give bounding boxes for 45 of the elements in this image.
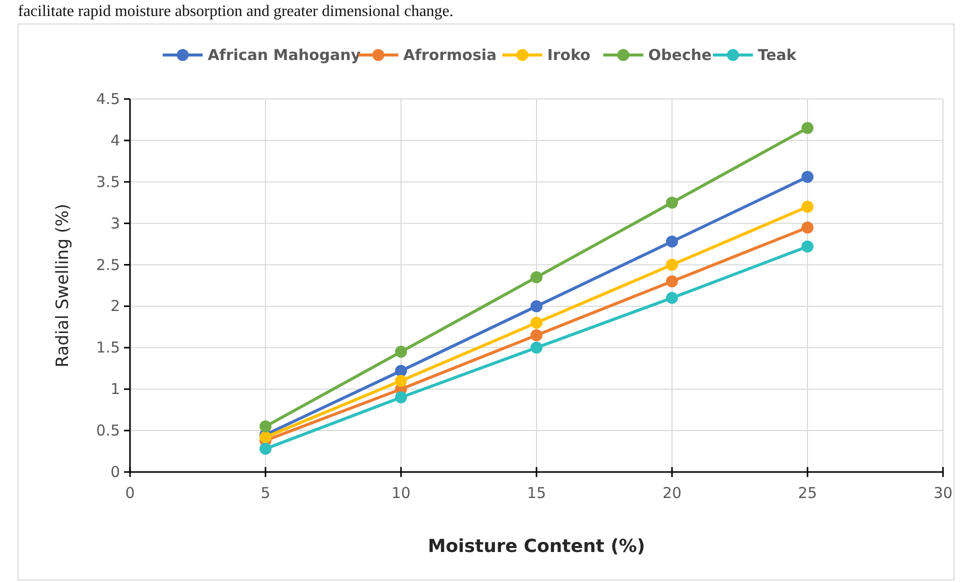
y-tick-label: 1: [110, 380, 120, 398]
x-tick-label: 0: [125, 484, 135, 502]
x-tick-label: 10: [391, 484, 411, 502]
y-tick-label: 0.5: [96, 422, 120, 440]
legend-label: African Mahogany: [208, 46, 361, 64]
legend-label: Iroko: [547, 46, 590, 64]
point: [802, 200, 814, 213]
point: [666, 196, 678, 209]
x-tick-label: 20: [662, 484, 682, 502]
point: [530, 329, 542, 342]
point: [530, 316, 542, 329]
point: [530, 342, 542, 354]
point: [530, 300, 542, 312]
point: [395, 374, 407, 387]
y-tick-label: 0: [110, 463, 120, 481]
legend-label: Teak: [758, 46, 798, 64]
point: [260, 442, 272, 455]
point: [666, 275, 678, 288]
x-tick-label: 15: [526, 484, 546, 502]
point: [802, 221, 814, 234]
point: [666, 292, 678, 304]
x-axis-title: Moisture Content (%): [428, 536, 646, 557]
text: facilitate rapid moisture absorption and greater dimensional change.: [18, 3, 454, 20]
x-tick-label: 25: [798, 484, 818, 502]
point: [395, 364, 407, 377]
y-tick-label: 3.5: [96, 172, 120, 191]
legend-label: Obeche: [648, 46, 712, 64]
y-axis-title: Radial Swelling (%): [53, 204, 73, 368]
point: [802, 122, 814, 134]
y-tick-label: 3: [110, 214, 120, 232]
legend-label: Afrormosia: [403, 46, 497, 64]
point: [666, 258, 678, 271]
y-tick-label: 1.5: [96, 338, 120, 357]
y-tick-label: 2.5: [96, 256, 120, 274]
point: [395, 391, 407, 404]
point: [802, 170, 814, 183]
y-tick-label: 4.5: [96, 90, 120, 108]
point: [666, 236, 678, 248]
point: [395, 346, 407, 358]
point: [802, 240, 814, 253]
x-tick-label: 30: [933, 484, 953, 502]
point: [530, 271, 542, 284]
y-tick-label: 2: [110, 297, 120, 316]
x-tick-label: 5: [260, 484, 270, 502]
y-tick-label: 4: [110, 131, 120, 150]
